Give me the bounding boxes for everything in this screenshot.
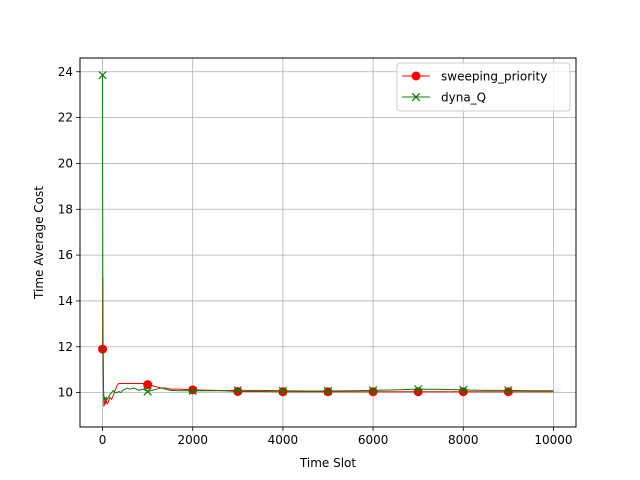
marker-stroke [98,70,107,80]
marker-stroke [323,386,333,396]
dyna-q-point [143,387,152,396]
legend-marker [411,92,421,102]
axis-ticks: 0 2000 4000 6000 8000 10000 10 12 14 16 18 20 22 24 [58,65,573,447]
legend-label: dyna_Q [441,91,486,105]
marker-stroke [459,385,468,395]
sweeping-priority-point [503,387,513,397]
x-tick-label: 6000 [358,433,389,447]
dyna-q-point [98,70,107,80]
legend-entry-sweeping-priority: sweeping_priority [402,70,547,84]
y-tick-label: 10 [58,386,73,400]
legend-marker [411,71,421,81]
x-tick-label: 0 [99,433,107,447]
y-tick-label: 18 [58,202,73,216]
x-axis-label: Time Slot [299,456,356,470]
legend-label: sweeping_priority [441,70,547,84]
y-axis-label: Time Average Cost [32,186,46,300]
y-tick-label: 14 [58,294,73,308]
dyna-q-point [368,386,378,395]
dyna-q-point [504,386,513,395]
y-tick-label: 12 [58,340,73,354]
y-tick-label: 24 [58,65,73,79]
marker-stroke [368,386,378,395]
legend: sweeping_priority dyna_Q [396,62,571,112]
dyna-q-point [413,384,423,394]
sweeping-priority-point [188,385,198,395]
x-tick-label: 2000 [177,433,208,447]
sweeping-priority-point [143,380,153,390]
plot-area-frame [79,57,577,428]
sweeping-priority-point [458,387,468,397]
dyna-q-line [102,75,554,403]
marker-stroke [233,386,243,395]
legend-box [396,62,571,112]
y-tick-label: 16 [58,248,73,262]
marker-stroke [143,387,152,396]
grid [80,58,576,427]
x-tick-label: 4000 [268,433,299,447]
sweeping-priority-point [368,387,378,397]
sweeping-priority-point [278,387,288,397]
x-tick-label: 8000 [448,433,479,447]
dyna-q-point [188,386,197,396]
y-tick-label: 20 [58,156,73,170]
dyna-q-point [323,386,333,396]
y-tick-label: 22 [58,111,73,125]
marker-stroke [278,386,288,396]
marker-stroke [411,92,421,102]
marker-stroke [504,386,513,395]
dyna-q-point [459,385,468,395]
series-layer [98,70,554,407]
dyna-q-point [233,386,243,395]
marker-stroke [413,384,423,394]
legend-entry-dyna-q: dyna_Q [402,91,486,105]
series-dyna-q [98,70,554,403]
sweeping-priority-point [233,386,243,396]
x-tick-label: 10000 [534,433,572,447]
marker-stroke [188,386,197,396]
dyna-q-point [278,386,288,396]
